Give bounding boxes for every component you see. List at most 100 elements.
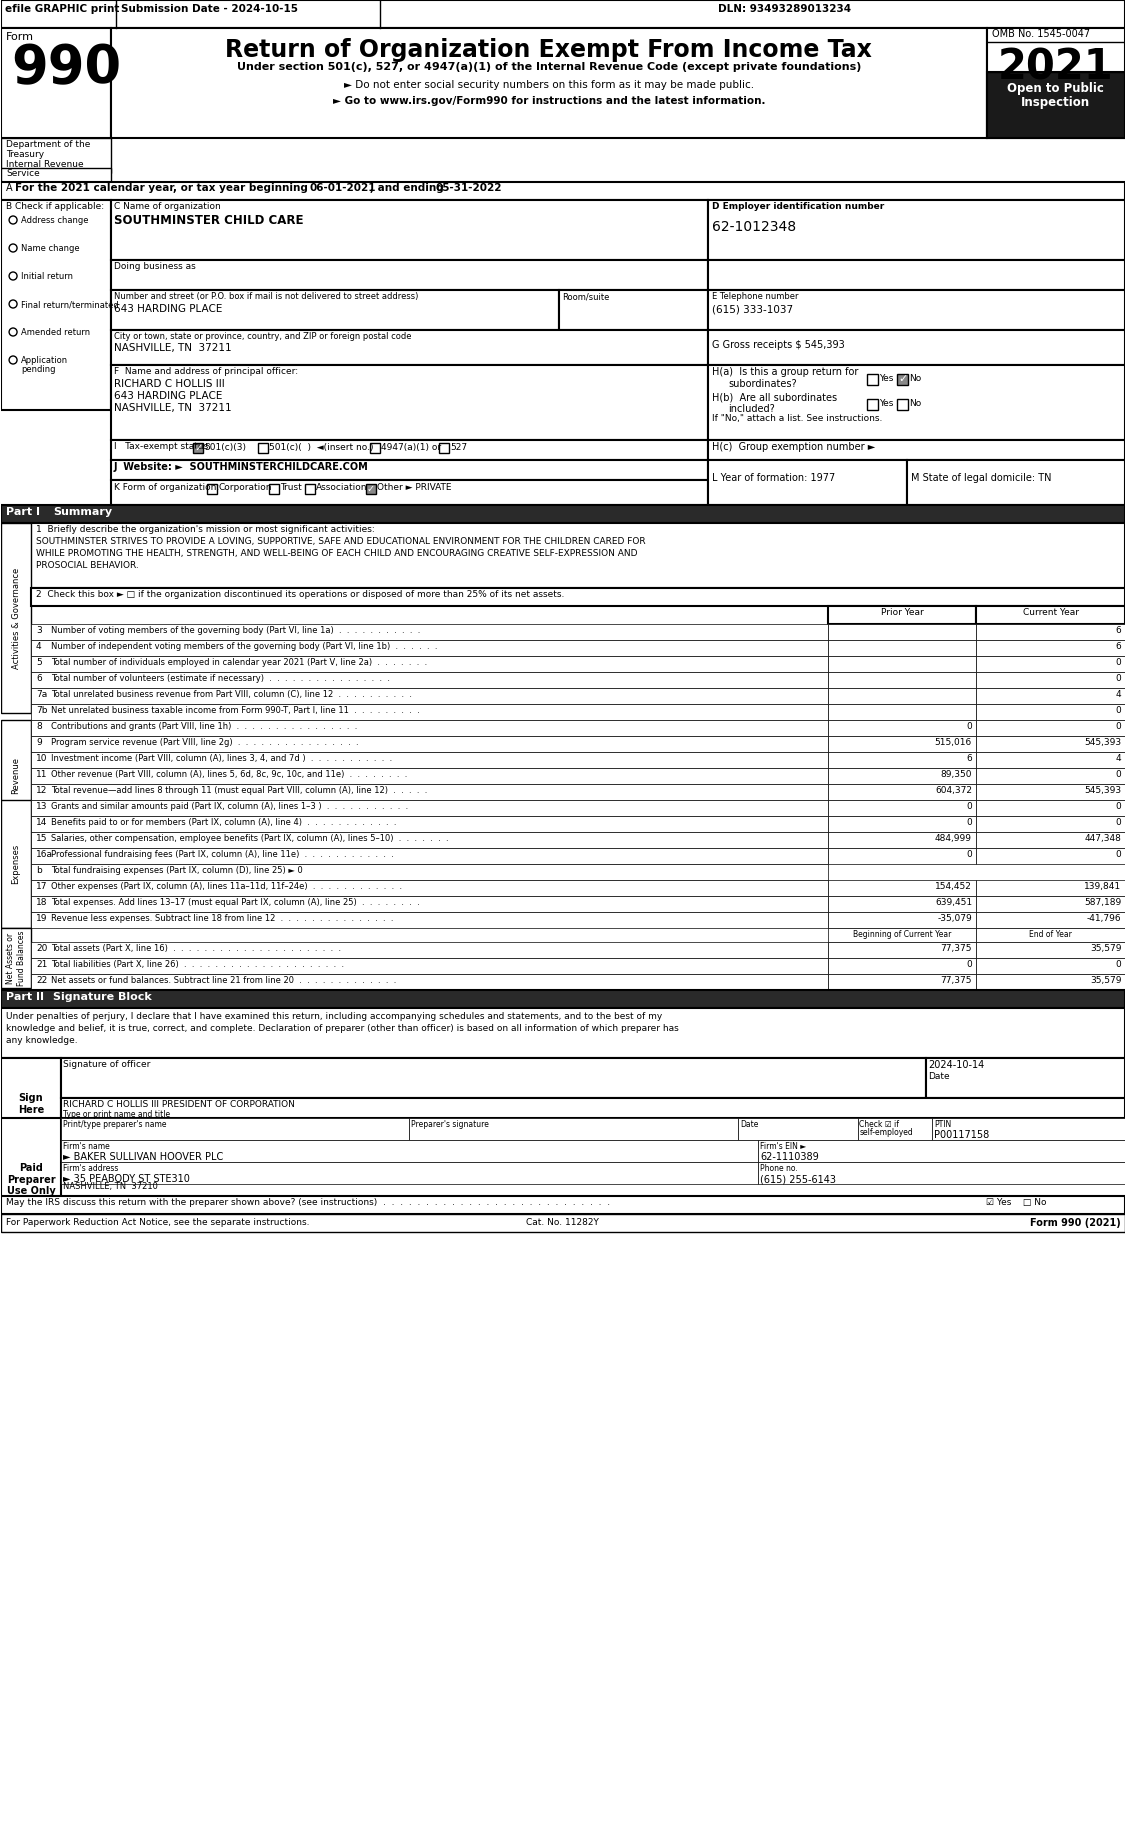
Text: Service: Service — [6, 168, 40, 177]
Text: End of Year: End of Year — [1030, 930, 1073, 939]
Text: Room/suite: Room/suite — [562, 292, 610, 301]
Text: Total revenue—add lines 8 through 11 (must equal Part VIII, column (A), line 12): Total revenue—add lines 8 through 11 (mu… — [51, 785, 427, 795]
Bar — [30, 736, 828, 752]
Text: ► Do not enter social security numbers on this form as it may be made public.: ► Do not enter social security numbers o… — [343, 79, 754, 91]
Bar — [61, 1059, 926, 1098]
Text: 2  Check this box ► □ if the organization discontinued its operations or dispose: 2 Check this box ► □ if the organization… — [36, 590, 564, 599]
Bar — [30, 625, 828, 639]
Bar — [975, 880, 1126, 896]
Bar — [1, 181, 1126, 200]
Text: RICHARD C HOLLIS III PRESIDENT OF CORPORATION: RICHARD C HOLLIS III PRESIDENT OF CORPOR… — [63, 1100, 295, 1109]
Text: For the 2021 calendar year, or tax year beginning: For the 2021 calendar year, or tax year … — [15, 183, 308, 192]
Text: Number of independent voting members of the governing body (Part VI, line 1b)  .: Number of independent voting members of … — [51, 641, 437, 650]
Bar — [708, 440, 1126, 460]
Text: 587,189: 587,189 — [1084, 898, 1121, 907]
Text: 0: 0 — [1115, 850, 1121, 859]
Text: Paid
Preparer
Use Only: Paid Preparer Use Only — [7, 1162, 55, 1196]
Bar — [926, 1059, 1126, 1098]
Text: 0: 0 — [966, 850, 972, 859]
Text: 35,579: 35,579 — [1089, 976, 1121, 985]
Bar — [30, 832, 828, 848]
Text: Number of voting members of the governing body (Part VI, line 1a)  .  .  .  .  .: Number of voting members of the governin… — [51, 626, 420, 636]
Bar — [111, 28, 987, 139]
Bar — [987, 28, 1126, 139]
Text: efile GRAPHIC print: efile GRAPHIC print — [6, 4, 120, 15]
Text: 0: 0 — [966, 959, 972, 968]
Bar — [828, 606, 975, 625]
Bar — [828, 817, 975, 832]
Text: Firm's address: Firm's address — [63, 1164, 119, 1173]
Text: pending: pending — [21, 366, 55, 373]
Bar — [30, 752, 828, 769]
Text: Submission Date - 2024-10-15: Submission Date - 2024-10-15 — [121, 4, 298, 15]
Text: Program service revenue (Part VIII, line 2g)  .  .  .  .  .  .  .  .  .  .  .  .: Program service revenue (Part VIII, line… — [51, 737, 359, 747]
Text: 1  Briefly describe the organization's mission or most significant activities:: 1 Briefly describe the organization's mi… — [36, 525, 375, 534]
Text: Preparer's signature: Preparer's signature — [411, 1120, 489, 1129]
Bar — [975, 957, 1126, 974]
Text: No: No — [909, 373, 921, 383]
Bar — [708, 366, 1126, 440]
Text: Net Assets or
Fund Balances: Net Assets or Fund Balances — [7, 930, 26, 985]
Text: 05-31-2022: 05-31-2022 — [436, 183, 501, 192]
Bar — [30, 913, 828, 928]
Bar — [30, 865, 828, 880]
Text: -35,079: -35,079 — [937, 915, 972, 922]
Text: J  Website: ►  SOUTHMINSTERCHILDCARE.COM: J Website: ► SOUTHMINSTERCHILDCARE.COM — [114, 462, 368, 471]
Bar — [1, 1214, 1126, 1233]
Text: 2024-10-14: 2024-10-14 — [928, 1061, 984, 1070]
Text: 0: 0 — [1115, 819, 1121, 828]
Bar — [828, 913, 975, 928]
Text: PROSOCIAL BEHAVIOR.: PROSOCIAL BEHAVIOR. — [36, 562, 139, 569]
Text: H(a)  Is this a group return for: H(a) Is this a group return for — [712, 368, 858, 377]
Text: Corporation: Corporation — [218, 482, 272, 492]
Bar — [908, 460, 1126, 505]
Text: Professional fundraising fees (Part IX, column (A), line 11e)  .  .  .  .  .  . : Professional fundraising fees (Part IX, … — [51, 850, 394, 859]
Bar — [828, 784, 975, 800]
Text: Return of Organization Exempt From Income Tax: Return of Organization Exempt From Incom… — [226, 39, 873, 63]
Text: 4: 4 — [1115, 754, 1121, 763]
Bar — [828, 848, 975, 865]
Text: Investment income (Part VIII, column (A), lines 3, 4, and 7d )  .  .  .  .  .  .: Investment income (Part VIII, column (A)… — [51, 754, 392, 763]
Bar — [259, 444, 268, 453]
Text: Trust: Trust — [280, 482, 301, 492]
Text: Initial return: Initial return — [21, 272, 73, 281]
Bar — [975, 704, 1126, 721]
Bar — [828, 656, 975, 673]
Text: 501(c)(  )  ◄(insert no.): 501(c)( ) ◄(insert no.) — [269, 444, 374, 453]
Bar — [828, 704, 975, 721]
Bar — [738, 1118, 858, 1140]
Text: Total expenses. Add lines 13–17 (must equal Part IX, column (A), line 25)  .  . : Total expenses. Add lines 13–17 (must eq… — [51, 898, 420, 907]
Text: SOUTHMINSTER CHILD CARE: SOUTHMINSTER CHILD CARE — [114, 214, 304, 227]
Text: Prior Year: Prior Year — [881, 608, 924, 617]
Text: , and ending: , and ending — [369, 183, 444, 192]
Text: 35,579: 35,579 — [1089, 944, 1121, 954]
Text: Department of the: Department of the — [6, 140, 90, 150]
Text: ► 35 PEABODY ST STE310: ► 35 PEABODY ST STE310 — [63, 1173, 190, 1185]
Text: WHILE PROMOTING THE HEALTH, STRENGTH, AND WELL-BEING OF EACH CHILD AND ENCOURAGI: WHILE PROMOTING THE HEALTH, STRENGTH, AN… — [36, 549, 638, 558]
Text: 4947(a)(1) or: 4947(a)(1) or — [380, 444, 440, 453]
Bar — [975, 848, 1126, 865]
Text: Grants and similar amounts paid (Part IX, column (A), lines 1–3 )  .  .  .  .  .: Grants and similar amounts paid (Part IX… — [51, 802, 409, 811]
Bar — [30, 673, 828, 687]
Text: Total unrelated business revenue from Part VIII, column (C), line 12  .  .  .  .: Total unrelated business revenue from Pa… — [51, 689, 412, 699]
Bar — [1, 28, 111, 139]
Text: NASHVILLE, TN  37211: NASHVILLE, TN 37211 — [114, 403, 231, 412]
Text: Under penalties of perjury, I declare that I have examined this return, includin: Under penalties of perjury, I declare th… — [6, 1013, 663, 1020]
Text: For Paperwork Reduction Act Notice, see the separate instructions.: For Paperwork Reduction Act Notice, see … — [6, 1218, 309, 1227]
Bar — [1, 523, 30, 713]
Text: Net unrelated business taxable income from Form 990-T, Part I, line 11  .  .  . : Net unrelated business taxable income fr… — [51, 706, 420, 715]
Text: Phone no.: Phone no. — [760, 1164, 798, 1173]
Text: Internal Revenue: Internal Revenue — [6, 161, 84, 168]
Bar — [111, 200, 708, 261]
Bar — [61, 1098, 1126, 1118]
Bar — [975, 942, 1126, 957]
Text: ► BAKER SULLIVAN HOOVER PLC: ► BAKER SULLIVAN HOOVER PLC — [63, 1151, 224, 1162]
Text: Application: Application — [21, 357, 68, 366]
Bar — [975, 832, 1126, 848]
Text: I   Tax-exempt status:: I Tax-exempt status: — [114, 442, 211, 451]
Text: Name change: Name change — [21, 244, 80, 253]
Bar — [975, 784, 1126, 800]
Text: 77,375: 77,375 — [940, 976, 972, 985]
Text: knowledge and belief, it is true, correct, and complete. Declaration of preparer: knowledge and belief, it is true, correc… — [6, 1024, 679, 1033]
Text: H(c)  Group exemption number ►: H(c) Group exemption number ► — [712, 442, 875, 453]
